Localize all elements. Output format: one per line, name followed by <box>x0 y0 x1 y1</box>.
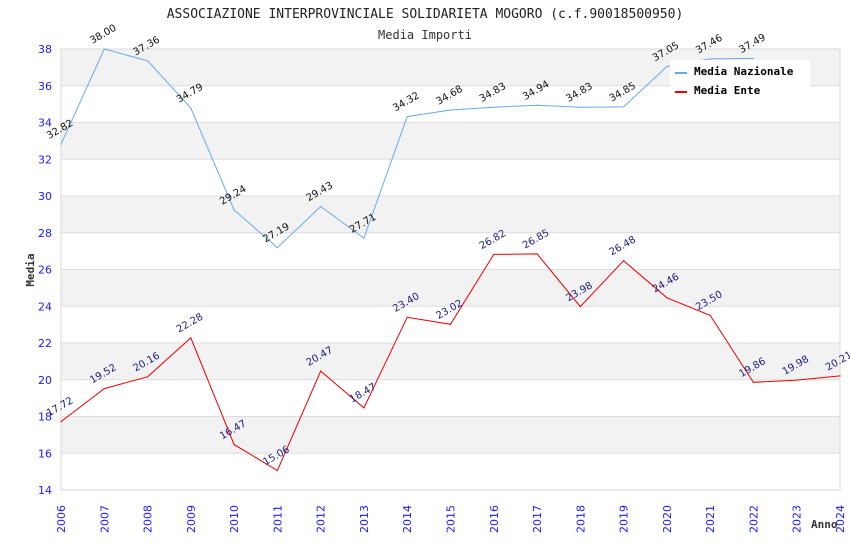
data-point-media-nazionale <box>536 104 538 106</box>
y-tick-label: 20 <box>38 374 52 387</box>
y-tick-label: 30 <box>38 190 52 203</box>
y-tick-label: 34 <box>38 117 52 130</box>
data-point-media-ente <box>449 323 452 325</box>
plot-band <box>61 159 840 196</box>
x-tick-label: 2013 <box>358 505 371 533</box>
chart-title: ASSOCIAZIONE INTERPROVINCIALE SOLIDARIET… <box>167 7 684 22</box>
plot-band <box>61 453 840 490</box>
x-axis-ticks: 2006 2007 2008 2009 2010 2011 2012 2013 2014 2015… <box>55 505 847 533</box>
data-point-media-ente <box>60 421 62 423</box>
y-tick-label: 22 <box>38 337 52 350</box>
data-point-media-nazionale <box>449 109 452 111</box>
data-point-media-nazionale <box>60 143 62 145</box>
y-tick-label: 32 <box>38 153 52 166</box>
data-point-media-nazionale <box>276 247 278 249</box>
plot-band <box>61 416 840 454</box>
y-tick-label: 38 <box>38 43 52 56</box>
x-tick-label: 2011 <box>271 505 284 533</box>
x-tick-label: 2007 <box>98 505 111 533</box>
data-point-media-nazionale <box>190 107 192 109</box>
data-point-media-nazionale <box>579 106 581 108</box>
x-tick-label: 2006 <box>55 505 68 533</box>
data-point-media-nazionale <box>406 116 408 118</box>
data-point-media-nazionale <box>623 106 625 108</box>
data-point-media-ente <box>233 444 235 446</box>
data-point-media-ente <box>190 337 192 339</box>
data-point-media-nazionale <box>666 65 668 68</box>
plot-band <box>61 379 840 417</box>
legend-box <box>670 60 810 100</box>
series-group <box>60 48 841 472</box>
data-point-media-ente <box>320 370 322 372</box>
x-tick-label: 2020 <box>661 505 674 533</box>
data-point-media-nazionale <box>233 209 235 211</box>
plot-band <box>61 122 840 160</box>
data-point-media-ente <box>623 260 625 262</box>
plot-band <box>61 343 840 380</box>
x-tick-label: 2019 <box>618 505 631 533</box>
data-point-media-ente <box>579 306 581 308</box>
data-point-media-ente <box>709 314 711 317</box>
y-axis-label: Media <box>24 253 37 286</box>
y-tick-label: 16 <box>38 447 52 460</box>
data-point-media-nazionale <box>493 106 495 108</box>
x-tick-label: 2018 <box>574 505 587 533</box>
data-point-media-ente <box>103 387 105 390</box>
x-tick-label: 2023 <box>791 505 804 533</box>
y-tick-label: 14 <box>38 484 52 497</box>
data-point-media-nazionale <box>752 57 755 59</box>
plot-frame <box>60 48 841 491</box>
data-point-media-ente <box>752 381 755 383</box>
x-tick-label: 2010 <box>228 505 241 533</box>
legend-label-media-ente: Media Ente <box>694 84 761 97</box>
legend: Media Nazionale Media Ente <box>670 60 810 100</box>
x-tick-label: 2016 <box>488 505 501 533</box>
data-point-media-ente <box>276 469 278 472</box>
y-tick-label: 24 <box>38 300 52 313</box>
data-point-media-ente <box>839 375 841 377</box>
y-axis-ticks: 14 16 18 20 22 24 26 28 30 32 34 36 38 <box>38 43 52 497</box>
data-point-media-nazionale <box>103 48 105 50</box>
y-tick-label: 26 <box>38 264 52 277</box>
data-point-media-nazionale <box>363 237 365 239</box>
data-point-media-nazionale <box>146 60 149 62</box>
data-point-media-ente <box>146 376 149 378</box>
data-point-media-ente <box>796 379 798 381</box>
plot-band <box>61 196 840 233</box>
x-tick-label: 2014 <box>401 505 414 533</box>
data-point-media-ente <box>363 407 365 409</box>
x-tick-label: 2009 <box>185 505 198 533</box>
x-tick-label: 2024 <box>834 505 847 533</box>
legend-label-media-nazionale: Media Nazionale <box>694 65 794 78</box>
data-point-media-nazionale <box>320 205 322 208</box>
data-point-media-ente <box>666 297 668 299</box>
x-tick-label: 2017 <box>531 505 544 533</box>
data-label-media-nazionale: 38.00 <box>88 23 118 47</box>
x-tick-label: 2021 <box>704 505 717 533</box>
data-point-media-nazionale <box>709 58 711 60</box>
y-tick-label: 28 <box>38 227 52 240</box>
plot-band <box>61 269 840 307</box>
plot-band <box>61 232 840 270</box>
x-tick-label: 2015 <box>445 505 458 533</box>
chart-subtitle: Media Importi <box>378 28 472 42</box>
x-axis-label: Anno <box>811 518 838 531</box>
x-tick-label: 2022 <box>747 505 760 533</box>
y-tick-label: 36 <box>38 80 52 93</box>
data-point-media-ente <box>493 253 495 256</box>
x-tick-label: 2008 <box>142 505 155 533</box>
data-point-media-ente <box>406 316 408 318</box>
y-tick-label: 18 <box>38 411 52 424</box>
data-point-media-ente <box>536 253 538 255</box>
x-tick-label: 2012 <box>315 505 328 533</box>
